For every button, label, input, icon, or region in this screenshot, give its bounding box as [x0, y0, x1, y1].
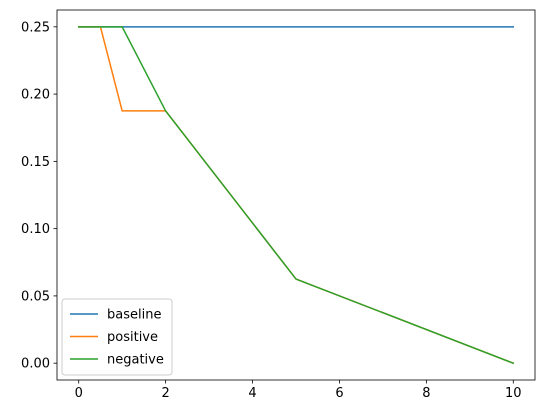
- x-tick-label: 10: [505, 386, 522, 401]
- x-tick-label: 8: [422, 386, 430, 401]
- legend-box: [61, 298, 173, 376]
- x-tick-label: 0: [75, 386, 83, 401]
- legend-label-baseline: baseline: [107, 308, 161, 323]
- y-tick-label: 0.15: [21, 155, 50, 170]
- legend: baseline positive negative: [61, 298, 173, 376]
- x-tick-label: 4: [248, 386, 256, 401]
- y-tick-label: 0.05: [21, 289, 50, 304]
- y-tick-label: 0.00: [21, 357, 50, 372]
- series-line-negative: [77, 26, 515, 365]
- y-tick-label: 0.10: [21, 222, 50, 237]
- y-tick-label: 0.25: [21, 20, 50, 35]
- legend-label-positive: positive: [107, 330, 158, 345]
- legend-label-negative: negative: [107, 353, 164, 368]
- axes-frame: [56, 9, 536, 381]
- x-tick-label: 2: [161, 386, 169, 401]
- ticks-layer: 0 2 4 6 8 10 0.00 0.05 0.10 0.15 0.20 0.25: [21, 20, 521, 401]
- x-tick-label: 6: [335, 386, 343, 401]
- y-tick-label: 0.20: [21, 88, 50, 103]
- series-layer: [77, 26, 515, 365]
